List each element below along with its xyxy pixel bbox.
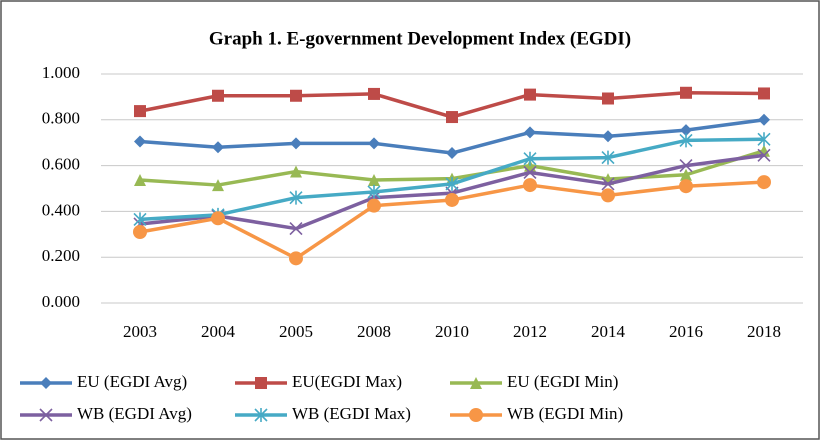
y-tick-label: 0.800: [42, 109, 80, 128]
marker: [602, 92, 614, 105]
marker: [289, 222, 303, 236]
chart-title: Graph 1. E-government Development Index …: [209, 28, 631, 49]
x-tick-label: 2018: [747, 322, 781, 341]
legend-marker: [255, 377, 267, 389]
x-tick-label: 2005: [279, 322, 313, 341]
marker: [680, 124, 692, 137]
marker: [290, 165, 302, 178]
marker: [134, 174, 146, 187]
x-tick-label: 2008: [357, 322, 391, 341]
legend-label: EU(EGDI Max): [292, 372, 402, 391]
marker: [290, 137, 302, 150]
marker: [601, 177, 615, 191]
marker: [523, 165, 537, 180]
y-tick-label: 1.000: [42, 63, 80, 82]
marker: [757, 132, 771, 147]
marker: [757, 175, 771, 190]
marker: [523, 178, 537, 193]
marker: [445, 176, 459, 191]
marker: [679, 159, 693, 173]
y-tick-label: 0.000: [42, 292, 80, 311]
marker: [445, 192, 459, 207]
x-tick-label: 2003: [123, 322, 157, 341]
marker: [446, 111, 458, 124]
x-tick-label: 2016: [669, 322, 703, 341]
marker: [524, 126, 536, 139]
x-tick-label: 2004: [201, 322, 236, 341]
marker: [446, 147, 458, 160]
marker: [602, 130, 614, 143]
marker: [601, 150, 615, 165]
x-tick-label: 2010: [435, 322, 469, 341]
y-tick-label: 0.200: [42, 246, 80, 265]
legend-marker: [40, 377, 52, 389]
marker: [757, 148, 771, 162]
marker: [290, 89, 302, 102]
legend-marker: [39, 408, 53, 422]
legend-marker: [470, 377, 482, 389]
marker: [134, 105, 146, 118]
marker: [680, 86, 692, 99]
marker: [368, 87, 380, 100]
marker: [368, 137, 380, 150]
marker: [758, 87, 770, 100]
y-tick-label: 0.600: [42, 155, 80, 174]
legend-label: WB (EGDI Min): [507, 404, 623, 423]
marker: [212, 179, 224, 192]
marker: [211, 211, 225, 226]
legend-label: WB (EGDI Max): [292, 404, 411, 423]
marker: [368, 174, 380, 187]
marker: [524, 88, 536, 101]
legend-marker: [254, 408, 268, 422]
legend-label: EU (EGDI Avg): [77, 372, 187, 391]
marker: [680, 168, 692, 181]
marker: [367, 184, 381, 199]
y-tick-label: 0.400: [42, 200, 80, 219]
marker: [679, 133, 693, 148]
marker: [679, 179, 693, 194]
marker: [758, 144, 770, 157]
marker: [367, 198, 381, 213]
marker: [601, 188, 615, 203]
x-tick-label: 2012: [513, 322, 547, 341]
legend-label: WB (EGDI Avg): [77, 404, 192, 423]
marker: [212, 141, 224, 154]
legend-marker: [469, 408, 483, 422]
marker: [134, 135, 146, 148]
marker: [133, 225, 147, 240]
marker: [289, 251, 303, 266]
marker: [133, 212, 147, 227]
legend-label: EU (EGDI Min): [507, 372, 618, 391]
x-tick-label: 2014: [591, 322, 626, 341]
marker: [523, 151, 537, 166]
marker: [212, 89, 224, 102]
marker: [758, 113, 770, 126]
marker: [289, 190, 303, 205]
